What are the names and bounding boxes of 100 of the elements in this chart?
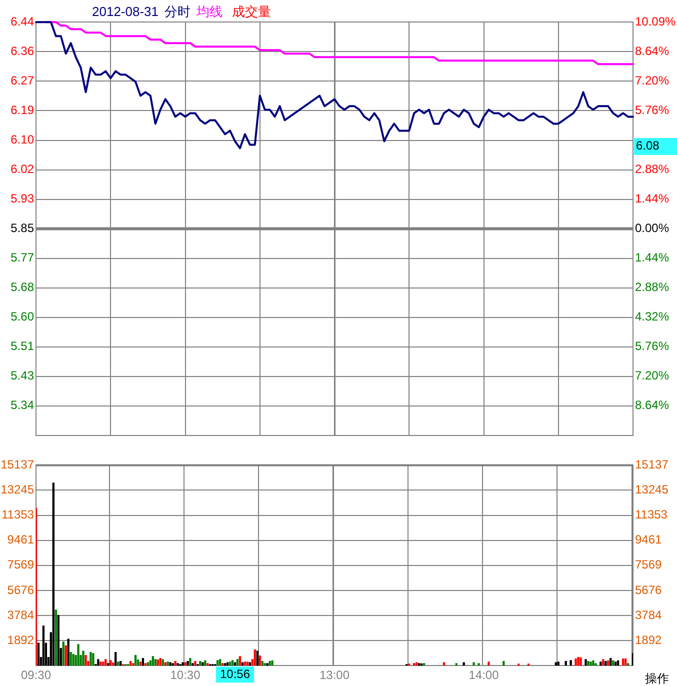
- bar: [166, 662, 169, 666]
- bar: [268, 661, 271, 666]
- bar: [462, 662, 465, 666]
- text: 6.08: [636, 138, 660, 152]
- bar: [154, 659, 156, 666]
- y-tick-label: 6.19: [10, 103, 34, 118]
- text: 成交量: [232, 4, 271, 19]
- y-tick-label: 6.44: [10, 14, 34, 28]
- bar: [594, 663, 597, 666]
- bar: [554, 662, 557, 666]
- bar: [258, 655, 261, 666]
- bar: [119, 661, 122, 666]
- bar: [139, 662, 142, 666]
- y2-tick-label: 7569: [635, 558, 662, 572]
- x-tick-label: 09:30: [20, 668, 52, 682]
- bar: [152, 656, 154, 666]
- y2-tick-label: 8.64%: [635, 398, 670, 412]
- bar: [228, 662, 232, 666]
- bar: [84, 654, 87, 666]
- y2-tick-label: 9461: [635, 532, 662, 547]
- y2-tick-label: 10.09%: [635, 14, 676, 28]
- y2-tick-label: 1892: [635, 632, 662, 647]
- bar: [455, 663, 458, 666]
- bar: [159, 658, 162, 666]
- bar: [202, 662, 204, 666]
- y2-tick-label: 11353: [635, 508, 668, 522]
- bar: [129, 661, 132, 666]
- bar: [199, 661, 202, 666]
- y-tick-label: 9461: [7, 532, 34, 547]
- bar: [194, 661, 196, 666]
- bar: [221, 663, 224, 666]
- bar: [102, 662, 104, 666]
- bar: [156, 659, 159, 666]
- y2-tick-label: 7.20%: [635, 74, 670, 88]
- bar: [162, 659, 164, 666]
- bar: [502, 661, 505, 666]
- y2-tick-label: 5.76%: [635, 103, 670, 118]
- y2-tick-label: 4.32%: [635, 310, 670, 324]
- bar: [104, 659, 107, 666]
- bar: [164, 662, 166, 666]
- y2-tick-label: 5.76%: [635, 339, 670, 354]
- y2-tick-label: 5676: [635, 582, 662, 597]
- bar: [236, 659, 239, 666]
- y-tick-label: 11353: [2, 508, 34, 522]
- bar: [241, 662, 244, 666]
- bar: [478, 663, 480, 666]
- bar: [110, 660, 112, 666]
- bar: [114, 652, 117, 666]
- y-tick-label: 5.77: [10, 250, 34, 265]
- bar: [271, 660, 274, 666]
- bar: [610, 658, 612, 666]
- bar: [413, 663, 416, 666]
- bar: [266, 663, 268, 666]
- x-tick-label: 10:30: [170, 668, 201, 682]
- series-label: 均线: [196, 4, 222, 19]
- bar: [144, 663, 147, 666]
- bar: [256, 650, 258, 666]
- bar: [246, 662, 249, 666]
- bar: [422, 663, 426, 666]
- y-tick-label: 6.27: [10, 74, 34, 88]
- bar: [142, 658, 144, 666]
- x-tick-label: 14:00: [468, 668, 500, 682]
- bar: [189, 658, 192, 666]
- bar: [52, 482, 54, 666]
- bar: [132, 663, 134, 666]
- bar: [172, 663, 174, 666]
- bar: [64, 645, 67, 666]
- y-tick-label: 5676: [7, 582, 34, 597]
- bar: [77, 644, 80, 666]
- bar: [218, 659, 222, 666]
- y-tick-label: 5.34: [10, 398, 34, 412]
- y2-tick-label: 0.00%: [635, 221, 670, 236]
- bar: [580, 657, 582, 666]
- bar: [97, 659, 100, 666]
- y-tick-label: 6.36: [10, 44, 34, 58]
- bar: [602, 659, 604, 666]
- bar: [590, 662, 592, 666]
- bar: [244, 662, 246, 666]
- y2-tick-label: 2.88%: [635, 280, 670, 294]
- text: 10:56: [220, 666, 250, 681]
- text: 分时: [164, 4, 190, 19]
- bar: [231, 660, 234, 666]
- y-tick-label: 3784: [7, 608, 34, 622]
- bar: [216, 660, 219, 666]
- bar: [604, 661, 607, 666]
- y-tick-label: 7569: [7, 558, 34, 572]
- bar: [557, 662, 560, 666]
- bar: [169, 662, 172, 666]
- bar: [176, 663, 179, 666]
- bar: [134, 654, 137, 666]
- bar: [624, 658, 627, 666]
- bar: [418, 663, 420, 666]
- bar: [238, 656, 242, 666]
- bar: [614, 662, 617, 666]
- bar: [206, 663, 209, 666]
- bar: [622, 658, 624, 666]
- chart-title: 2012-08-31: [92, 4, 158, 19]
- bar: [261, 661, 264, 666]
- bar: [70, 652, 72, 666]
- bar: [72, 654, 74, 666]
